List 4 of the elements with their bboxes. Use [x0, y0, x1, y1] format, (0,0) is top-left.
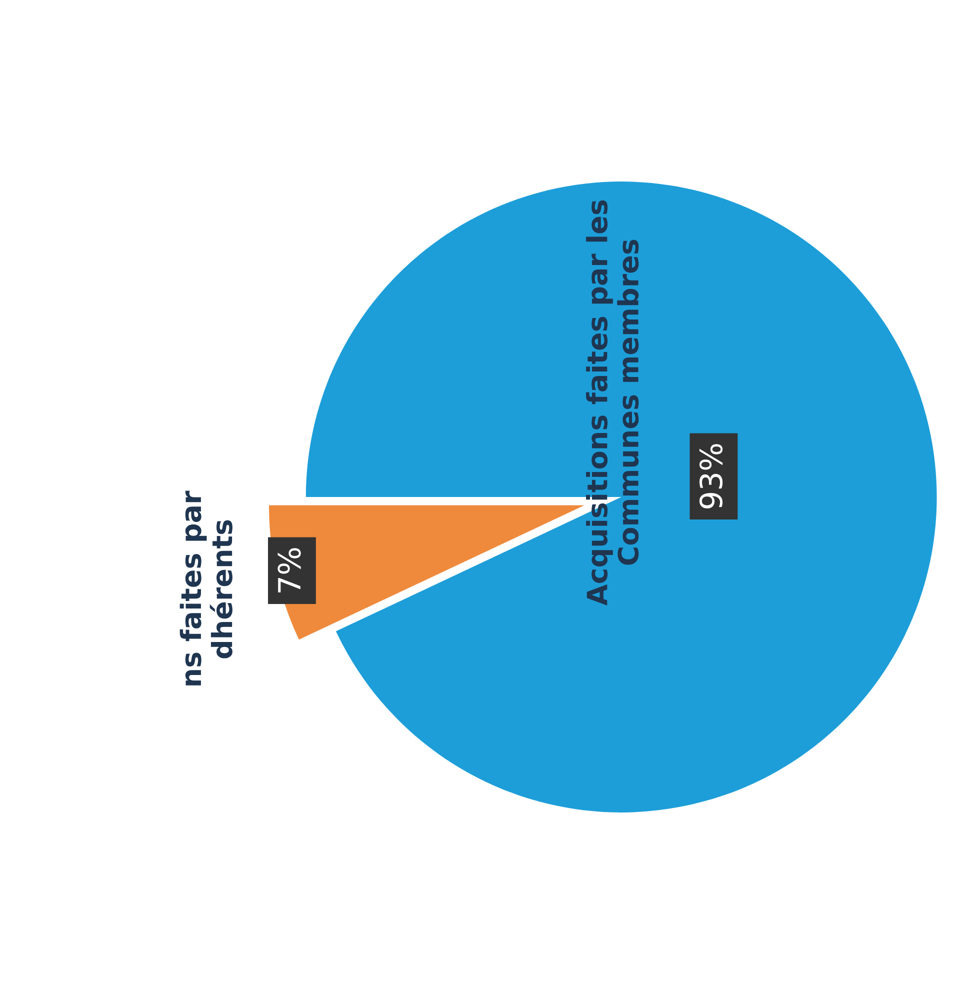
slice-label: Acquisitions faites par les Communes membres [586, 200, 639, 606]
data-label: 93% [699, 444, 723, 508]
data-label: 7% [278, 548, 301, 592]
slice-label: ns faites par dhérents [180, 490, 232, 686]
